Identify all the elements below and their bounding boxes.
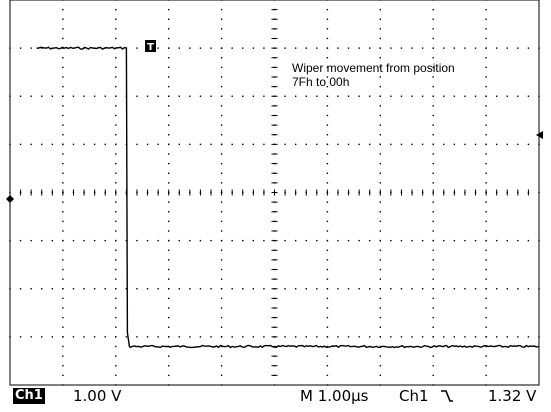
channel-badge: Ch1 (13, 388, 45, 404)
trigger-marker: T (145, 40, 156, 53)
trigger-level-readout: 1.32 V (488, 386, 536, 406)
timebase-readout: M 1.00µs (300, 386, 368, 406)
falling-edge-icon (440, 386, 454, 406)
trigger-marker-label: T (147, 42, 154, 53)
annotation-text: Wiper movement from position 7Fh to 00h (292, 61, 455, 89)
annotation-line-2: 7Fh to 00h (292, 75, 455, 89)
trigger-channel-readout: Ch1 (399, 386, 429, 406)
annotation-line-1: Wiper movement from position (292, 61, 455, 75)
volts-per-div-readout: 1.00 V (73, 386, 121, 406)
